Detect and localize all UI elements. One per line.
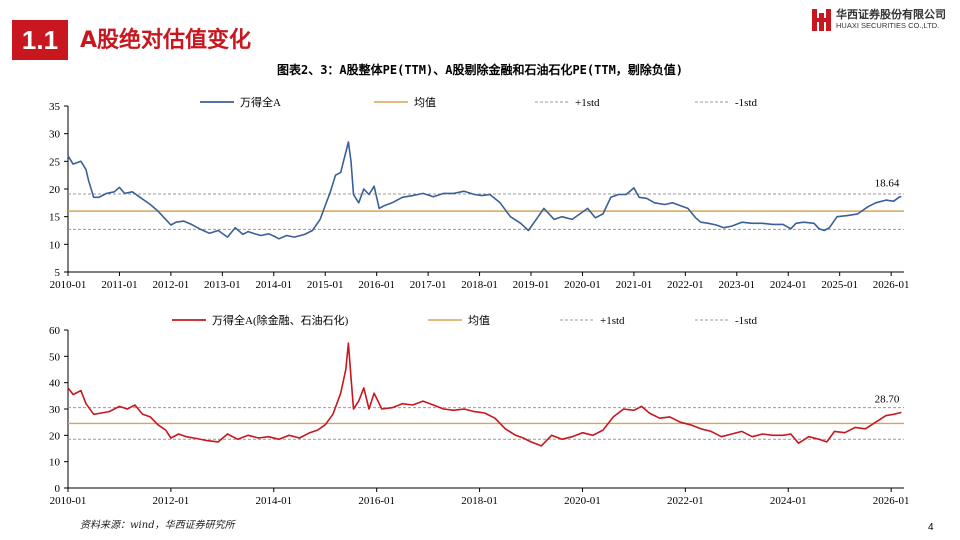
x-tick-label: 2014-01 bbox=[255, 279, 292, 291]
y-tick-label: 35 bbox=[49, 101, 61, 113]
x-tick-label: 2019-01 bbox=[513, 279, 550, 291]
y-tick-label: 20 bbox=[49, 430, 61, 442]
source-note: 资料来源：wind，华西证券研究所 bbox=[80, 520, 235, 531]
series-line bbox=[67, 342, 902, 447]
x-tick-label: 2020-01 bbox=[564, 279, 601, 291]
chart-wind-all-a-ex-fin-pe: 0 10 20 30 40 50 60 2010-01 2012-01 2014-01 2016-0… bbox=[49, 313, 910, 507]
end-value-label: 18.64 bbox=[875, 178, 900, 190]
x-tick-label: 2015-01 bbox=[307, 279, 344, 291]
y-tick-label: 10 bbox=[49, 239, 61, 251]
x-tick-label: 2026-01 bbox=[873, 495, 910, 507]
y-tick-label: 60 bbox=[49, 325, 61, 337]
company-name-cn: 华西证券股份有限公司 bbox=[836, 8, 946, 21]
legend-plus-std-label: +1std bbox=[600, 315, 625, 327]
figure-title: 图表2、3：A股整体PE(TTM)、A股剔除金融和石油石化PE(TTM，剔除负值… bbox=[276, 63, 684, 77]
y-tick-label: 25 bbox=[49, 156, 61, 168]
x-tick-label: 2022-01 bbox=[667, 495, 704, 507]
section-title: A股绝对估值变化 bbox=[80, 28, 252, 53]
y-tick-label: 20 bbox=[49, 184, 61, 196]
x-tick-label: 2013-01 bbox=[204, 279, 241, 291]
x-tick-label: 2018-01 bbox=[461, 495, 498, 507]
x-tick-label: 2026-01 bbox=[873, 279, 910, 291]
company-name-en: HUAXI SECURITIES CO.,LTD. bbox=[836, 21, 940, 30]
x-tick-label: 2024-01 bbox=[770, 279, 807, 291]
legend-minus-std-label: -1std bbox=[735, 97, 758, 109]
y-tick-label: 0 bbox=[55, 483, 61, 495]
y-tick-label: 40 bbox=[49, 378, 61, 390]
x-tick-label: 2011-01 bbox=[101, 279, 137, 291]
legend-mean-label: 均值 bbox=[414, 96, 436, 109]
y-tick-label: 30 bbox=[49, 404, 61, 416]
x-tick-label: 2014-01 bbox=[255, 495, 292, 507]
y-tick-label: 50 bbox=[49, 351, 61, 363]
y-tick-label: 10 bbox=[49, 457, 61, 469]
x-tick-label: 2016-01 bbox=[358, 279, 395, 291]
y-tick-label: 5 bbox=[55, 267, 61, 279]
x-tick-label: 2017-01 bbox=[410, 279, 447, 291]
x-tick-label: 2012-01 bbox=[153, 495, 190, 507]
legend-plus-std-label: +1std bbox=[575, 97, 600, 109]
page-number: 4 bbox=[928, 522, 934, 533]
y-tick-label: 15 bbox=[49, 212, 61, 224]
x-tick-label: 2012-01 bbox=[153, 279, 190, 291]
x-tick-label: 2025-01 bbox=[821, 279, 858, 291]
legend-series-label: 万得全A bbox=[240, 95, 281, 109]
legend-minus-std-label: -1std bbox=[735, 315, 758, 327]
end-value-label: 28.70 bbox=[875, 393, 900, 405]
x-tick-label: 2010-01 bbox=[50, 495, 87, 507]
x-tick-label: 2018-01 bbox=[461, 279, 498, 291]
x-tick-label: 2021-01 bbox=[616, 279, 653, 291]
series-line bbox=[67, 141, 902, 240]
legend-mean-label: 均值 bbox=[468, 314, 490, 327]
company-logo: 华西证券股份有限公司 HUAXI SECURITIES CO.,LTD. bbox=[808, 6, 956, 34]
company-logo-mark-icon bbox=[812, 9, 831, 31]
x-tick-label: 2022-01 bbox=[667, 279, 704, 291]
section-number-badge: 1.1 bbox=[12, 20, 68, 60]
y-tick-label: 30 bbox=[49, 129, 61, 141]
x-tick-label: 2020-01 bbox=[564, 495, 601, 507]
x-tick-label: 2016-01 bbox=[358, 495, 395, 507]
x-tick-label: 2010-01 bbox=[50, 279, 87, 291]
chart-wind-all-a-pe: 5 10 15 20 25 30 35 2010-01 2011-01 2012-01 2013-0… bbox=[49, 95, 910, 291]
legend-series-label: 万得全A(除金融、石油石化) bbox=[212, 313, 349, 327]
x-tick-label: 2023-01 bbox=[718, 279, 755, 291]
x-tick-label: 2024-01 bbox=[770, 495, 807, 507]
